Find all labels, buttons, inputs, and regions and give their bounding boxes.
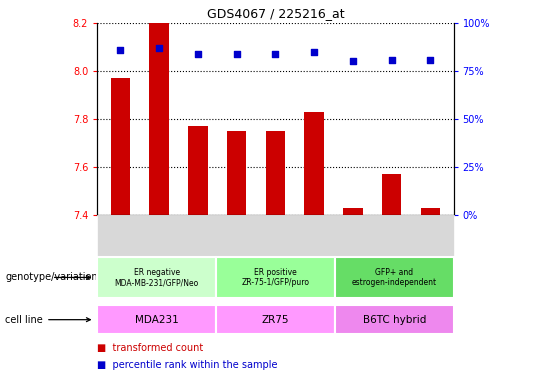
Bar [188,126,207,215]
Point [348,58,357,65]
Bar [227,131,246,215]
Point [232,51,241,57]
Point [310,49,319,55]
Text: MDA231: MDA231 [134,314,179,325]
Point [116,47,125,53]
Text: ■  transformed count: ■ transformed count [97,343,204,353]
Bar [305,112,324,215]
Text: GFP+ and
estrogen-independent: GFP+ and estrogen-independent [352,268,437,287]
Text: ER positive
ZR-75-1/GFP/puro: ER positive ZR-75-1/GFP/puro [241,268,309,287]
Bar [343,208,362,215]
Point [194,51,202,57]
Text: ■  percentile rank within the sample: ■ percentile rank within the sample [97,360,278,370]
Bar [150,4,169,215]
Text: cell line: cell line [5,314,90,325]
Text: B6TC hybrid: B6TC hybrid [362,314,426,325]
Point [387,56,396,63]
Text: genotype/variation: genotype/variation [5,272,98,283]
Title: GDS4067 / 225216_at: GDS4067 / 225216_at [207,7,344,20]
Point [426,56,435,63]
Text: ZR75: ZR75 [262,314,289,325]
Bar [266,131,285,215]
Bar [382,174,401,215]
Bar [421,208,440,215]
Point [271,51,280,57]
Bar [111,78,130,215]
Text: ER negative
MDA-MB-231/GFP/Neo: ER negative MDA-MB-231/GFP/Neo [114,268,199,287]
Point [155,45,164,51]
